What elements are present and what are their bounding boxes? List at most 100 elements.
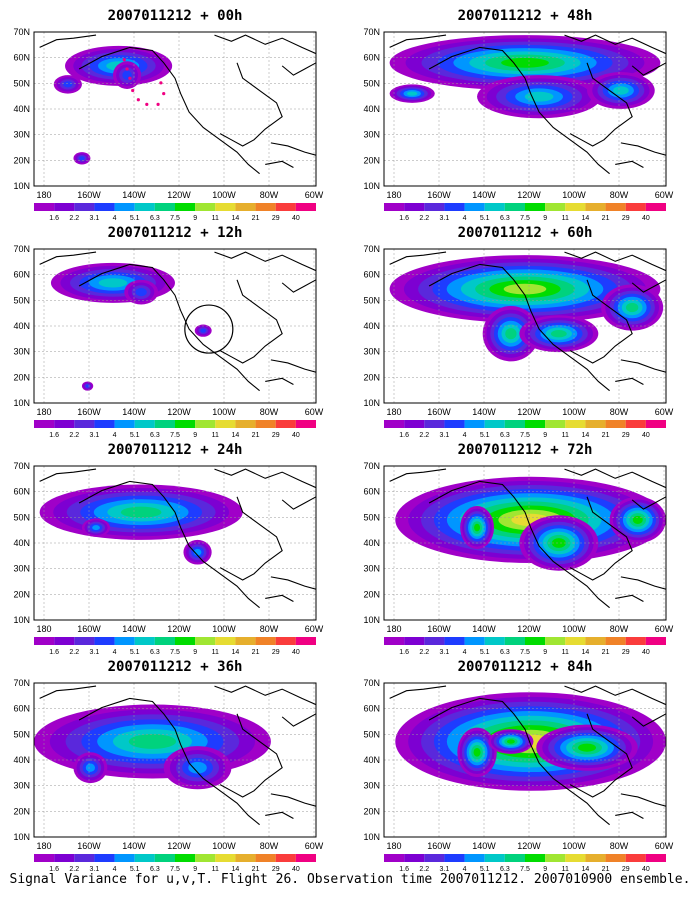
colorbar-swatch <box>134 637 155 645</box>
colorbar-label: 5.1 <box>130 432 140 439</box>
colorbar-label: 21 <box>602 866 610 873</box>
latitude-label: 50N <box>363 78 380 88</box>
longitude-label: 140W <box>472 407 496 417</box>
latitude-label: 30N <box>13 564 30 574</box>
colorbar-label: 21 <box>602 649 610 656</box>
map-frame <box>383 248 667 404</box>
longitude-label: 120W <box>167 407 191 417</box>
latitude-label: 40N <box>13 321 30 331</box>
longitude-label: 60W <box>655 624 674 634</box>
longitude-label: 80W <box>610 624 629 634</box>
colorbar-swatch <box>424 637 445 645</box>
latitude-label: 60N <box>363 704 380 714</box>
latitude-label: 20N <box>13 372 30 382</box>
longitude-label: 80W <box>610 190 629 200</box>
longitude-label: 80W <box>260 190 279 200</box>
colorbar-label: 9 <box>543 432 547 439</box>
variance-contour <box>85 763 96 772</box>
longitude-label: 60W <box>305 190 324 200</box>
colorbar: 1.6 2.2 3.1 4 5.1 6.3 7.5 9 11 14 21 29 40 <box>384 637 666 656</box>
colorbar-label: 2.2 <box>69 432 79 439</box>
colorbar-label: 4 <box>113 649 117 656</box>
longitude-label: 80W <box>610 841 629 851</box>
latitude-label: 40N <box>13 755 30 765</box>
colorbar-label: 1.6 <box>399 866 409 873</box>
latitude-label: 30N <box>13 347 30 357</box>
colorbar-label: 3.1 <box>440 649 450 656</box>
coastline <box>389 34 666 175</box>
variance-contour <box>506 739 515 744</box>
colorbar-swatch <box>235 854 256 862</box>
panel-title: 2007011212 + 24h <box>107 442 243 458</box>
latitude-label: 30N <box>363 347 380 357</box>
signal-variance-field <box>50 262 212 391</box>
colorbar-swatch <box>645 854 666 862</box>
longitude-label: 140W <box>472 624 496 634</box>
latitude-label: 10N <box>13 615 30 625</box>
colorbar-label: 3.1 <box>440 432 450 439</box>
colorbar-swatch <box>645 637 666 645</box>
colorbar-swatch <box>605 203 626 211</box>
latitude-label: 10N <box>13 181 30 191</box>
colorbar-swatch <box>255 637 276 645</box>
signal-variance-field <box>395 476 666 571</box>
latitude-label: 70N <box>363 462 380 471</box>
colorbar-label: 7.5 <box>170 866 180 873</box>
latitude-label: 30N <box>13 781 30 791</box>
colorbar-swatch <box>215 203 236 211</box>
colorbar: 1.6 2.2 3.1 4 5.1 6.3 7.5 9 11 14 21 29 40 <box>34 854 316 873</box>
variance-contour <box>200 328 207 333</box>
colorbar-label: 4 <box>463 866 467 873</box>
colorbar-swatch <box>444 203 465 211</box>
colorbar-label: 14 <box>582 866 590 873</box>
longitude-label: 160W <box>77 841 101 851</box>
colorbar-swatch <box>114 854 135 862</box>
colorbar-swatch <box>384 637 405 645</box>
signal-variance-field <box>389 35 661 119</box>
colorbar-label: 1.6 <box>399 649 409 656</box>
longitude-label: 160W <box>427 624 451 634</box>
colorbar-label: 11 <box>562 432 569 439</box>
colorbar-swatch <box>605 637 626 645</box>
colorbar-swatch <box>545 203 566 211</box>
longitude-label: 80W <box>260 841 279 851</box>
longitude-label: 120W <box>517 841 541 851</box>
colorbar-swatch <box>34 420 55 428</box>
colorbar-swatch <box>525 854 546 862</box>
coastline <box>389 251 666 392</box>
colorbar-swatch <box>295 420 316 428</box>
colorbar-swatch <box>565 203 586 211</box>
colorbar-label: 14 <box>582 432 590 439</box>
colorbar-label: 1.6 <box>49 215 59 222</box>
map-panel-24h: 2007011212 + 24h 70N 60N 50N 40N 30N 20N 10N 18… <box>0 434 350 659</box>
colorbar-swatch <box>175 420 196 428</box>
map-frame <box>383 465 667 621</box>
colorbar-swatch <box>384 854 405 862</box>
colorbar-swatch <box>275 637 296 645</box>
variance-contour <box>578 743 596 752</box>
colorbar-swatch <box>134 420 155 428</box>
colorbar-swatch <box>585 420 606 428</box>
colorbar-label: 21 <box>252 215 260 222</box>
latitude-label: 70N <box>13 679 30 688</box>
colorbar-swatch <box>565 854 586 862</box>
colorbar-label: 11 <box>562 215 569 222</box>
colorbar-label: 5.1 <box>130 866 140 873</box>
longitude-label: 120W <box>517 624 541 634</box>
colorbar-swatch <box>605 420 626 428</box>
colorbar-swatch <box>34 637 55 645</box>
longitude-label: 100W <box>562 190 586 200</box>
colorbar-label: 4 <box>463 215 467 222</box>
longitude-label: 120W <box>167 624 191 634</box>
colorbar-swatch <box>525 203 546 211</box>
colorbar-swatch <box>424 854 445 862</box>
colorbar-label: 5.1 <box>130 215 140 222</box>
latitude-label: 50N <box>363 512 380 522</box>
latitude-label: 20N <box>363 372 380 382</box>
colorbar-swatch <box>625 637 646 645</box>
latitude-label: 50N <box>363 729 380 739</box>
colorbar-label: 3.1 <box>440 215 450 222</box>
longitude-label: 120W <box>167 841 191 851</box>
variance-contour <box>550 330 567 338</box>
colorbar-swatch <box>215 854 236 862</box>
